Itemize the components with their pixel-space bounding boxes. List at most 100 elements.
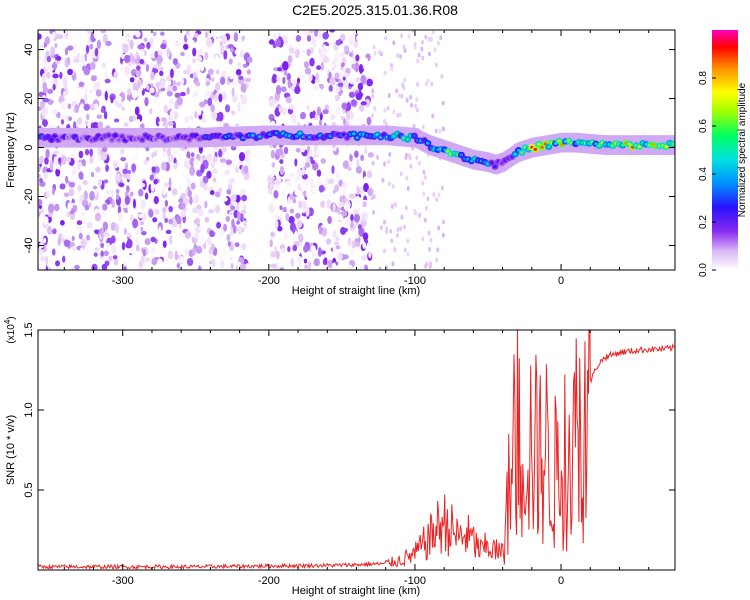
noise-speck <box>50 76 54 85</box>
noise-speck <box>181 202 186 209</box>
ridge-core <box>405 137 410 141</box>
noise-speck <box>211 111 218 120</box>
noise-speck <box>269 239 273 248</box>
noise-speck <box>218 187 223 194</box>
noise-speck <box>295 34 302 42</box>
noise-speck <box>243 165 249 175</box>
noise-speck <box>403 48 407 54</box>
noise-speck <box>229 228 234 237</box>
noise-speck <box>207 153 213 162</box>
y-tick-label: 20 <box>23 92 35 104</box>
noise-speck <box>115 193 120 200</box>
noise-speck <box>115 245 120 255</box>
noise-speck <box>123 228 127 235</box>
noise-speck <box>41 72 47 83</box>
noise-speck <box>341 79 349 85</box>
noise-speck <box>214 191 221 198</box>
noise-speck <box>306 48 311 57</box>
noise-speck <box>209 230 215 238</box>
noise-speck <box>62 255 66 263</box>
noise-speck <box>308 73 313 82</box>
noise-speck <box>351 240 356 249</box>
colorbar-label: Normalized spectral amplitude <box>737 82 748 217</box>
noise-speck <box>370 195 374 201</box>
noise-speck <box>77 184 82 192</box>
noise-speck <box>51 228 57 235</box>
noise-speck <box>47 203 55 214</box>
noise-speck <box>219 158 227 163</box>
noise-speck <box>132 114 136 122</box>
noise-speck <box>83 190 88 201</box>
noise-speck <box>371 160 375 166</box>
snr-x-label: Height of straight line (km) <box>292 585 420 597</box>
noise-speck <box>354 150 359 158</box>
noise-speck <box>123 266 127 270</box>
noise-speck <box>233 224 237 234</box>
noise-speck <box>45 36 50 45</box>
noise-speck <box>162 185 167 196</box>
noise-speck <box>244 263 251 268</box>
noise-speck <box>174 41 181 46</box>
noise-speck <box>184 230 192 239</box>
noise-speck <box>240 187 246 197</box>
noise-speck <box>167 120 174 127</box>
y-tick-label: 0 <box>23 144 35 150</box>
noise-speck <box>190 87 195 96</box>
noise-speck <box>100 242 105 249</box>
noise-speck <box>41 260 47 270</box>
noise-speck <box>144 238 151 246</box>
noise-speck <box>127 233 132 238</box>
noise-speck <box>226 234 231 242</box>
noise-speck <box>126 88 132 96</box>
noise-speck <box>313 43 317 48</box>
noise-speck <box>204 31 209 39</box>
noise-speck <box>90 232 96 242</box>
noise-speck <box>322 109 329 115</box>
noise-speck <box>334 72 340 79</box>
noise-speck <box>306 189 312 200</box>
noise-speck <box>268 204 275 214</box>
noise-speck <box>193 229 197 238</box>
noise-speck <box>168 235 173 245</box>
x-tick-label: -300 <box>112 575 134 587</box>
noise-speck <box>215 204 221 214</box>
noise-speck <box>353 40 359 49</box>
noise-speck <box>166 75 172 82</box>
noise-speck <box>178 222 182 230</box>
noise-speck <box>40 256 46 262</box>
noise-speck <box>38 204 43 209</box>
ridge-core <box>543 142 548 146</box>
noise-speck <box>246 69 252 75</box>
noise-speck <box>241 165 245 175</box>
noise-speck <box>85 113 90 121</box>
noise-speck <box>68 181 76 188</box>
noise-speck <box>422 191 426 197</box>
noise-speck <box>67 103 72 110</box>
noise-speck <box>151 152 155 159</box>
noise-speck <box>134 106 140 116</box>
noise-speck <box>312 66 318 77</box>
ridge-core <box>489 161 494 165</box>
noise-speck <box>127 38 131 44</box>
noise-speck <box>310 245 317 253</box>
noise-speck <box>342 160 350 170</box>
noise-speck <box>152 159 160 166</box>
noise-speck <box>57 157 63 164</box>
noise-speck <box>132 154 139 161</box>
noise-speck <box>334 184 340 192</box>
noise-speck <box>79 165 86 172</box>
noise-speck <box>298 200 303 209</box>
noise-speck <box>327 178 335 185</box>
noise-speck <box>49 161 54 171</box>
noise-speck <box>178 32 184 38</box>
noise-speck <box>100 228 105 238</box>
noise-speck <box>299 72 306 81</box>
ridge-core <box>425 141 430 145</box>
colorbar-axis: 0.0 0.2 0.4 0.6 0.8 <box>698 71 716 277</box>
noise-speck <box>186 30 190 36</box>
noise-speck <box>83 79 90 89</box>
noise-speck <box>221 34 228 45</box>
noise-speck <box>335 114 342 125</box>
noise-speck <box>52 31 56 40</box>
